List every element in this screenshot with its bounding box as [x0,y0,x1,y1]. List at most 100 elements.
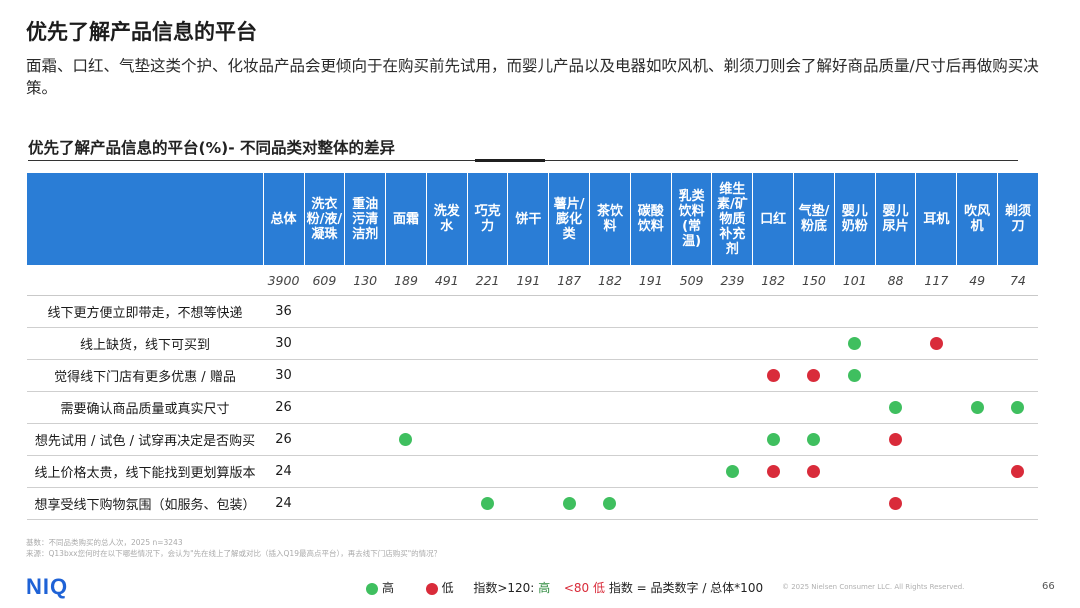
page-subtitle: 面霜、口红、气垫这类个护、化妆品产品会更倾向于在购买前先试用，而婴儿产品以及电器… [26,57,1039,97]
index-cell [344,423,386,456]
base-count: 191 [507,265,549,296]
legend: 高 低 指数>120: 高 <80 低 指数 = 品类数字 / 总体*100 [366,579,763,596]
index-cell [752,455,794,488]
index-cell [671,487,712,520]
index-cell [385,423,427,456]
index-cell [711,359,753,392]
table-row: 线上缺货，线下可买到 30 [27,327,1039,360]
index-cell [752,391,794,424]
column-header: 饼干 [507,173,550,265]
high-index-dot-icon [399,433,413,446]
base-count: 101 [834,265,876,296]
table-row: 线下更方便立即带走，不想等快递 36 [27,295,1039,328]
index-cell [630,391,672,424]
index-cell [752,295,794,328]
index-cell [467,391,508,424]
total-value: 26 [263,423,304,456]
legend-formula: 指数 = 品类数字 / 总体*100 [608,581,764,595]
high-dot-icon [366,582,378,595]
index-cell [711,455,753,488]
index-cell [467,487,508,520]
index-cell [834,487,876,520]
legend-index-low: <80 低 [563,581,605,595]
index-cell [956,487,998,520]
index-cell [304,359,345,392]
base-row-label [27,265,263,296]
index-cell [426,391,468,424]
index-cell [671,359,712,392]
index-cell [589,487,631,520]
index-cell [671,295,712,328]
index-cell [385,327,427,360]
row-label: 觉得线下门店有更多优惠 / 赠品 [27,359,263,392]
index-cell [956,327,998,360]
index-cell [793,423,835,456]
copyright: © 2025 Nielsen Consumer LLC. All Rights … [782,583,965,591]
index-cell [548,295,590,328]
index-cell [304,391,345,424]
index-cell [344,391,386,424]
index-cell [548,423,590,456]
base-count: 117 [915,265,957,296]
base-row: 3900 609 130 189 491 221 191 187 182 191 509 239 182… [27,265,1039,296]
index-cell [875,455,916,488]
header-corner [27,173,264,265]
index-cell [875,359,916,392]
base-count: 491 [426,265,468,296]
index-cell [344,327,386,360]
index-cell [875,295,916,328]
index-cell [385,359,427,392]
index-cell [875,391,916,424]
index-cell [589,455,631,488]
base-count: 189 [385,265,427,296]
index-cell [507,391,549,424]
base-count: 187 [548,265,590,296]
index-cell [671,423,712,456]
total-value: 24 [263,455,304,488]
index-cell [507,423,549,456]
row-label: 需要确认商品质量或真实尺寸 [27,391,263,424]
index-cell [467,359,508,392]
low-index-dot-icon [766,369,780,382]
base-count: 49 [956,265,998,296]
low-index-dot-icon [889,433,903,446]
index-cell [793,487,835,520]
index-cell [548,327,590,360]
index-cell [915,391,957,424]
index-cell [915,423,957,456]
table-row: 想享受线下购物氛围（如服务、包装） 24 [27,487,1039,520]
index-cell [834,423,876,456]
index-cell [548,487,590,520]
column-header: 面霜 [385,173,427,265]
page-number: 66 [1042,581,1055,592]
index-cell [344,487,386,520]
index-cell [344,295,386,328]
index-cell [915,359,957,392]
base-count: 239 [711,265,753,296]
low-index-dot-icon [1011,465,1025,478]
index-cell [467,423,508,456]
high-index-dot-icon [562,497,576,510]
index-cell [956,423,998,456]
row-label: 想享受线下购物氛围（如服务、包装） [27,487,263,520]
index-cell [589,327,631,360]
table-row: 想先试用 / 试色 / 试穿再决定是否购买 26 [27,423,1039,456]
index-cell [956,391,998,424]
index-cell [671,391,712,424]
high-index-dot-icon [725,465,739,478]
index-cell [752,359,794,392]
column-header: 重油污清洁剂 [344,173,387,265]
high-index-dot-icon [848,369,862,382]
high-index-dot-icon [807,433,821,446]
base-count: 88 [875,265,916,296]
index-cell [344,455,386,488]
index-cell [997,327,1039,360]
low-dot-icon [425,582,438,595]
index-cell [997,359,1039,392]
index-cell [385,295,427,328]
index-cell [304,487,345,520]
page-title: 优先了解产品信息的平台 [26,20,257,44]
index-cell [793,455,835,488]
base-count: 150 [793,265,835,296]
index-cell [997,455,1039,488]
